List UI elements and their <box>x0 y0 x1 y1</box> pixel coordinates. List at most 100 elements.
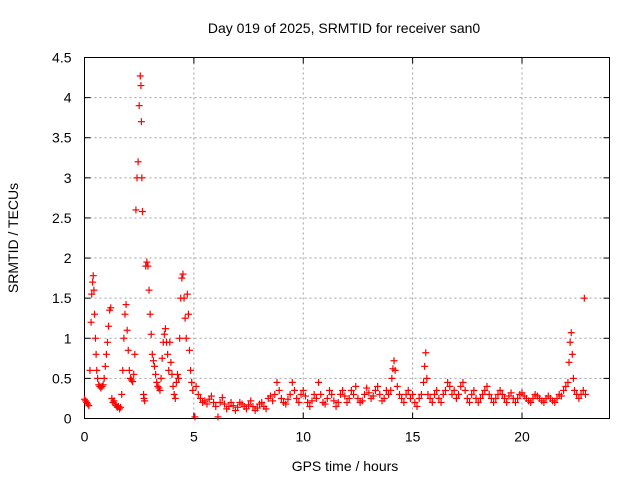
data-point <box>102 350 110 358</box>
y-tick-label: 4.5 <box>52 50 72 66</box>
data-point <box>183 290 191 298</box>
data-point <box>88 290 96 298</box>
data-point <box>457 382 465 390</box>
data-point <box>154 382 162 390</box>
data-point <box>131 350 139 358</box>
data-point <box>249 402 257 410</box>
data-point <box>424 390 432 398</box>
data-point <box>295 398 303 406</box>
data-point <box>490 398 498 406</box>
data-point <box>188 378 196 386</box>
data-point <box>134 158 142 166</box>
data-point <box>89 278 97 286</box>
data-point <box>186 346 193 354</box>
data-point <box>171 394 179 402</box>
data-point <box>271 390 279 398</box>
data-point <box>167 358 175 366</box>
data-point <box>380 394 388 402</box>
y-tick-label: 3 <box>64 170 72 186</box>
data-point <box>87 318 95 326</box>
data-point <box>321 400 329 408</box>
data-point <box>132 206 140 214</box>
data-point <box>455 390 463 398</box>
x-tick-label: 0 <box>81 429 89 445</box>
data-point <box>306 402 314 410</box>
plot-frame <box>84 57 610 419</box>
data-point <box>527 398 535 406</box>
data-point <box>441 386 449 394</box>
data-point <box>196 394 204 402</box>
data-point <box>565 358 573 366</box>
data-point <box>339 386 347 394</box>
data-point <box>117 403 125 411</box>
data-point <box>286 390 294 398</box>
data-point <box>105 322 113 330</box>
data-point <box>247 397 255 405</box>
data-point <box>203 400 211 408</box>
data-point <box>98 382 106 390</box>
data-point <box>304 398 312 406</box>
data-point <box>492 394 500 402</box>
data-point <box>332 402 340 410</box>
data-point <box>343 398 351 406</box>
data-point <box>433 386 441 394</box>
data-point <box>110 397 118 405</box>
data-point <box>496 386 504 394</box>
data-point <box>229 402 237 410</box>
data-point <box>216 398 224 406</box>
data-point <box>452 394 460 402</box>
data-point <box>514 394 522 402</box>
data-point <box>481 386 489 394</box>
data-point <box>288 378 296 386</box>
data-point <box>501 394 508 402</box>
data-point <box>326 386 333 394</box>
data-point <box>123 326 131 334</box>
data-point <box>182 334 190 342</box>
data-point <box>178 274 186 282</box>
data-point <box>466 398 473 406</box>
data-point <box>400 398 408 406</box>
y-tick-label: 1.5 <box>52 290 72 306</box>
data-point <box>461 386 469 394</box>
data-point <box>428 398 436 406</box>
data-point <box>571 386 578 394</box>
data-point <box>358 397 366 405</box>
data-point <box>151 362 158 370</box>
data-point <box>160 330 168 338</box>
data-point <box>387 386 395 394</box>
data-point <box>121 310 129 318</box>
data-point <box>557 392 565 400</box>
data-point <box>417 390 425 398</box>
data-point <box>376 390 384 398</box>
data-point <box>315 378 323 386</box>
data-point <box>483 382 491 390</box>
data-point <box>450 386 458 394</box>
x-tick-label: 20 <box>514 429 530 445</box>
y-tick-labels: 0 0.5 1 1.5 2 2.5 3 3.5 4 4.5 <box>52 50 72 427</box>
data-point <box>138 174 146 182</box>
data-point <box>393 382 401 390</box>
data-point <box>90 286 98 294</box>
data-point <box>402 390 410 398</box>
data-point <box>165 366 173 374</box>
data-point <box>352 382 360 390</box>
data-point <box>435 394 443 402</box>
data-point <box>474 398 482 406</box>
data-point <box>463 394 471 402</box>
data-point <box>152 370 160 378</box>
data-point <box>129 378 137 386</box>
data-point <box>137 82 145 90</box>
data-point <box>560 386 568 394</box>
data-point <box>136 72 144 80</box>
data-point <box>323 394 331 402</box>
data-point <box>564 378 572 386</box>
data-point <box>144 262 152 270</box>
data-point <box>192 382 200 390</box>
data-point <box>310 390 318 398</box>
y-tick-label: 4 <box>64 90 72 106</box>
data-point <box>93 366 101 374</box>
data-point <box>297 390 305 398</box>
data-point <box>234 403 242 411</box>
data-point <box>581 390 589 398</box>
